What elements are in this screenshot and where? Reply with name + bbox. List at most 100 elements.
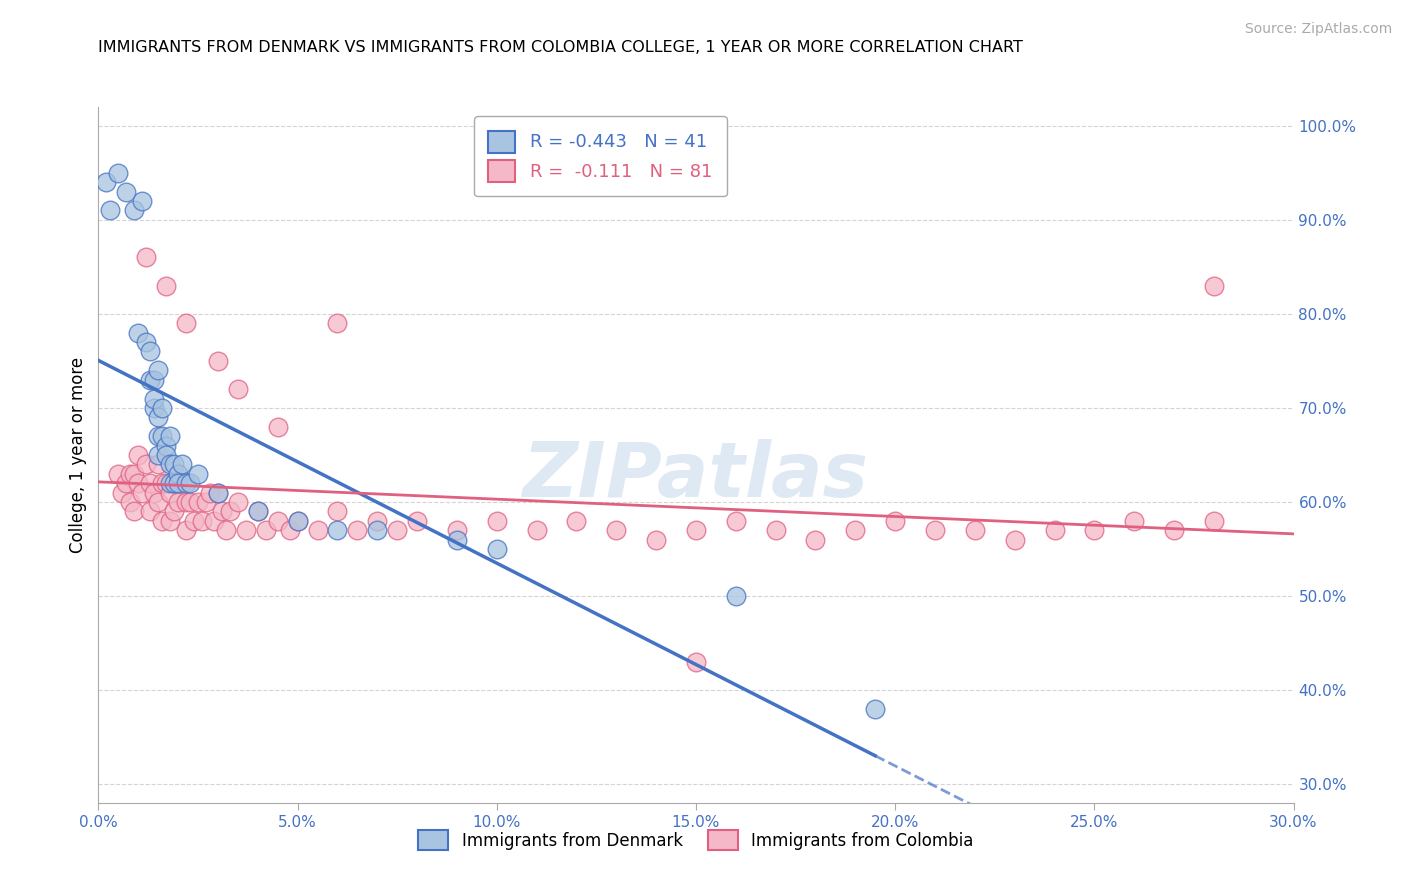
Point [124, 467, 146, 481]
Point [148, 448, 170, 462]
Text: IMMIGRANTS FROM DENMARK VS IMMIGRANTS FROM COLOMBIA COLLEGE, 1 YEAR OR MORE CORR: IMMIGRANTS FROM DENMARK VS IMMIGRANTS FR… [98, 40, 1024, 55]
Point [135, 251, 157, 265]
Point [155, 438, 177, 452]
Y-axis label: College, 1 year or more: College, 1 year or more [69, 357, 87, 553]
Point [565, 514, 588, 528]
Point [163, 476, 186, 491]
Point [924, 523, 946, 537]
Point [143, 373, 166, 387]
Point [135, 335, 157, 350]
Point [150, 514, 173, 528]
Point [150, 429, 173, 443]
Point [148, 458, 170, 472]
Point [1043, 523, 1066, 537]
Point [685, 655, 707, 669]
Point [174, 523, 197, 537]
Point [446, 523, 468, 537]
Point [167, 467, 190, 481]
Point [385, 523, 409, 537]
Point [172, 458, 194, 472]
Point [148, 495, 170, 509]
Point [246, 504, 269, 518]
Point [127, 448, 149, 462]
Point [120, 467, 142, 481]
Point [724, 589, 747, 603]
Point [215, 523, 238, 537]
Point [163, 504, 186, 518]
Point [143, 401, 166, 415]
Point [326, 523, 349, 537]
Point [267, 419, 290, 434]
Point [159, 429, 181, 443]
Point [115, 185, 138, 199]
Point [246, 504, 269, 518]
Point [155, 476, 177, 491]
Point [139, 504, 162, 518]
Point [131, 194, 153, 208]
Point [187, 467, 209, 481]
Point [485, 514, 508, 528]
Point [167, 476, 190, 491]
Point [174, 495, 197, 509]
Point [267, 514, 290, 528]
Point [163, 458, 186, 472]
Point [124, 504, 146, 518]
Point [485, 541, 508, 556]
Point [143, 485, 166, 500]
Point [207, 354, 229, 368]
Point [159, 476, 181, 491]
Point [183, 514, 205, 528]
Point [143, 392, 166, 406]
Point [207, 485, 229, 500]
Point [1163, 523, 1185, 537]
Point [174, 476, 197, 491]
Point [131, 485, 153, 500]
Point [765, 523, 787, 537]
Point [150, 401, 173, 415]
Text: Source: ZipAtlas.com: Source: ZipAtlas.com [1244, 22, 1392, 37]
Point [278, 523, 301, 537]
Point [159, 458, 181, 472]
Point [226, 495, 249, 509]
Point [207, 485, 229, 500]
Point [179, 495, 201, 509]
Point [254, 523, 277, 537]
Point [107, 467, 129, 481]
Point [172, 476, 194, 491]
Point [326, 316, 349, 330]
Point [446, 533, 468, 547]
Point [202, 514, 225, 528]
Point [187, 495, 209, 509]
Point [148, 363, 170, 377]
Point [1083, 523, 1105, 537]
Point [605, 523, 627, 537]
Point [195, 495, 218, 509]
Point [366, 514, 388, 528]
Point [163, 476, 186, 491]
Point [724, 514, 747, 528]
Point [139, 344, 162, 359]
Point [884, 514, 907, 528]
Point [139, 476, 162, 491]
Point [645, 533, 668, 547]
Point [115, 476, 138, 491]
Point [127, 476, 149, 491]
Text: ZIPatlas: ZIPatlas [523, 439, 869, 513]
Point [159, 485, 181, 500]
Point [346, 523, 368, 537]
Point [963, 523, 986, 537]
Point [155, 448, 177, 462]
Point [226, 382, 249, 396]
Point [135, 458, 157, 472]
Point [1202, 514, 1225, 528]
Point [98, 203, 122, 218]
Point [1202, 278, 1225, 293]
Point [1004, 533, 1026, 547]
Point [127, 326, 149, 340]
Point [211, 504, 233, 518]
Point [865, 702, 887, 716]
Point [685, 523, 707, 537]
Point [96, 175, 118, 189]
Point [124, 203, 146, 218]
Point [174, 316, 197, 330]
